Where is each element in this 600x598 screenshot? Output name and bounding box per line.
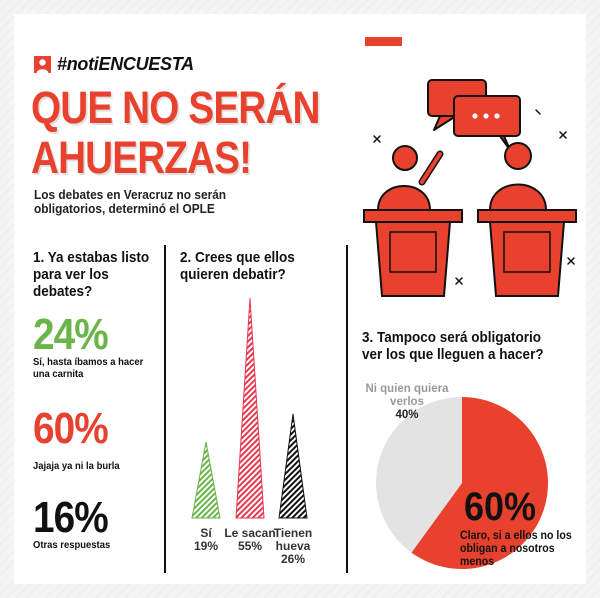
speech-bubbles-icon — [427, 79, 521, 151]
headline-line-2: AHUERZAS! — [31, 132, 252, 183]
q1-value-3: 16% — [33, 493, 109, 542]
column-divider-2 — [346, 245, 348, 573]
user-icon — [34, 56, 51, 73]
pie-slice-gray — [376, 397, 462, 553]
bar-label-le-sacan: Le sacan 55% — [224, 526, 276, 553]
debate-podium-illustration — [363, 79, 577, 297]
question-3-title: 3. Tampoco será obligatorio ver los que … — [362, 329, 544, 363]
question-1-title: 1. Ya estabas listo para ver los debates… — [33, 249, 150, 300]
bar-label-tienen-hueva: Tienen hueva 26% — [273, 526, 313, 566]
pie-slice-red — [411, 397, 548, 569]
column-divider-1 — [164, 245, 166, 573]
q1-label-3: Otras respuestas — [33, 539, 111, 551]
q1-label-1: Sí, hasta íbamos a hacer una carnita — [33, 356, 144, 380]
bar-si — [191, 441, 221, 519]
pie-label-gray: Ni quien quiera verlos 40% — [365, 383, 449, 421]
pie-chart — [376, 397, 548, 569]
question-2-title: 2. Crees que ellos quieren debatir? — [180, 249, 295, 283]
headline-line-1: QUE NO SERÁN — [31, 82, 320, 133]
hashtag-tag: #notiENCUESTA — [34, 54, 194, 75]
q1-value-2: 60% — [33, 404, 109, 453]
bar-label-si: Sí 19% — [193, 526, 219, 553]
triangle-bar-chart — [191, 297, 308, 519]
pie-value-red: 60% — [464, 485, 537, 529]
q1-value-1: 24% — [33, 310, 109, 359]
accent-bar — [365, 37, 402, 46]
q1-label-2: Jajaja ya ni la burla — [33, 460, 120, 472]
bar-le-sacan — [235, 297, 265, 519]
bar-tienen-hueva — [278, 413, 308, 519]
pie-label-red: Claro, si a ellos no los obligan a nosot… — [460, 530, 572, 568]
hashtag-text: #notiENCUESTA — [57, 54, 194, 74]
subtitle: Los debates en Veracruz no serán obligat… — [34, 188, 227, 216]
